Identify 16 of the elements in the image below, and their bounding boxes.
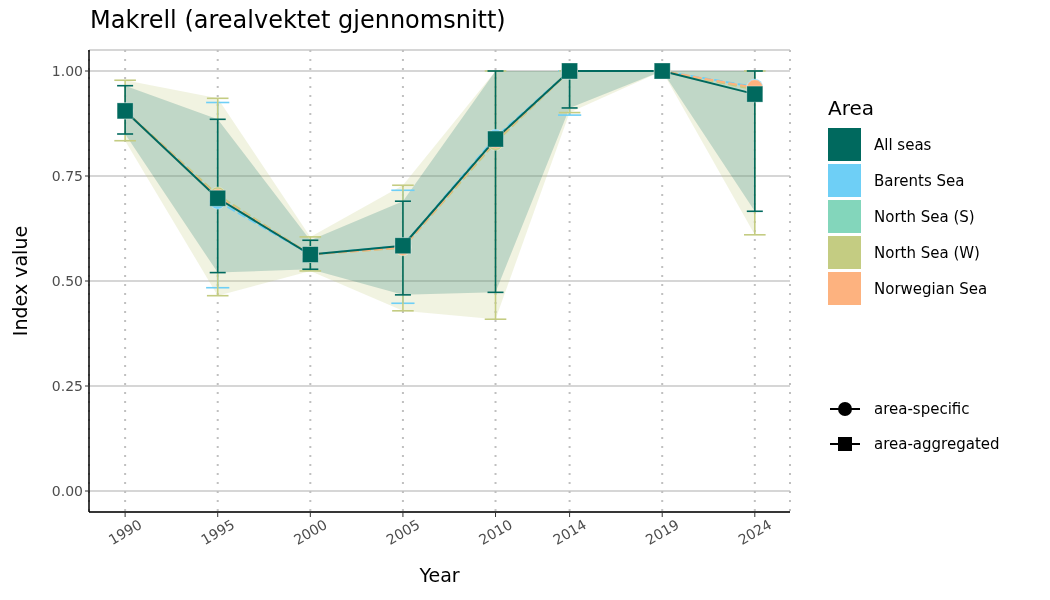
legend-label: North Sea (S) — [874, 207, 975, 226]
text: area-specific — [874, 400, 970, 418]
y-axis-title: Index value — [9, 225, 31, 337]
text: area-aggregated — [874, 435, 1000, 453]
y-tick-label: 0.75 — [51, 167, 83, 184]
legend-label: Barents Sea — [874, 171, 965, 190]
chart-title: Makrell (arealvektet gjennomsnitt) — [90, 6, 506, 34]
y-tick-label: 1.00 — [51, 62, 83, 79]
y-tick-label: 0.25 — [51, 377, 83, 394]
legend-label: All seas — [874, 135, 932, 154]
legend-label: North Sea (W) — [874, 243, 980, 262]
y-tick-label: 0.00 — [51, 482, 83, 499]
legend-title: Area — [828, 96, 876, 120]
x-axis-title: Year — [418, 564, 461, 586]
y-tick-label: 0.50 — [51, 272, 83, 289]
legend-label: Norwegian Sea — [874, 279, 988, 298]
